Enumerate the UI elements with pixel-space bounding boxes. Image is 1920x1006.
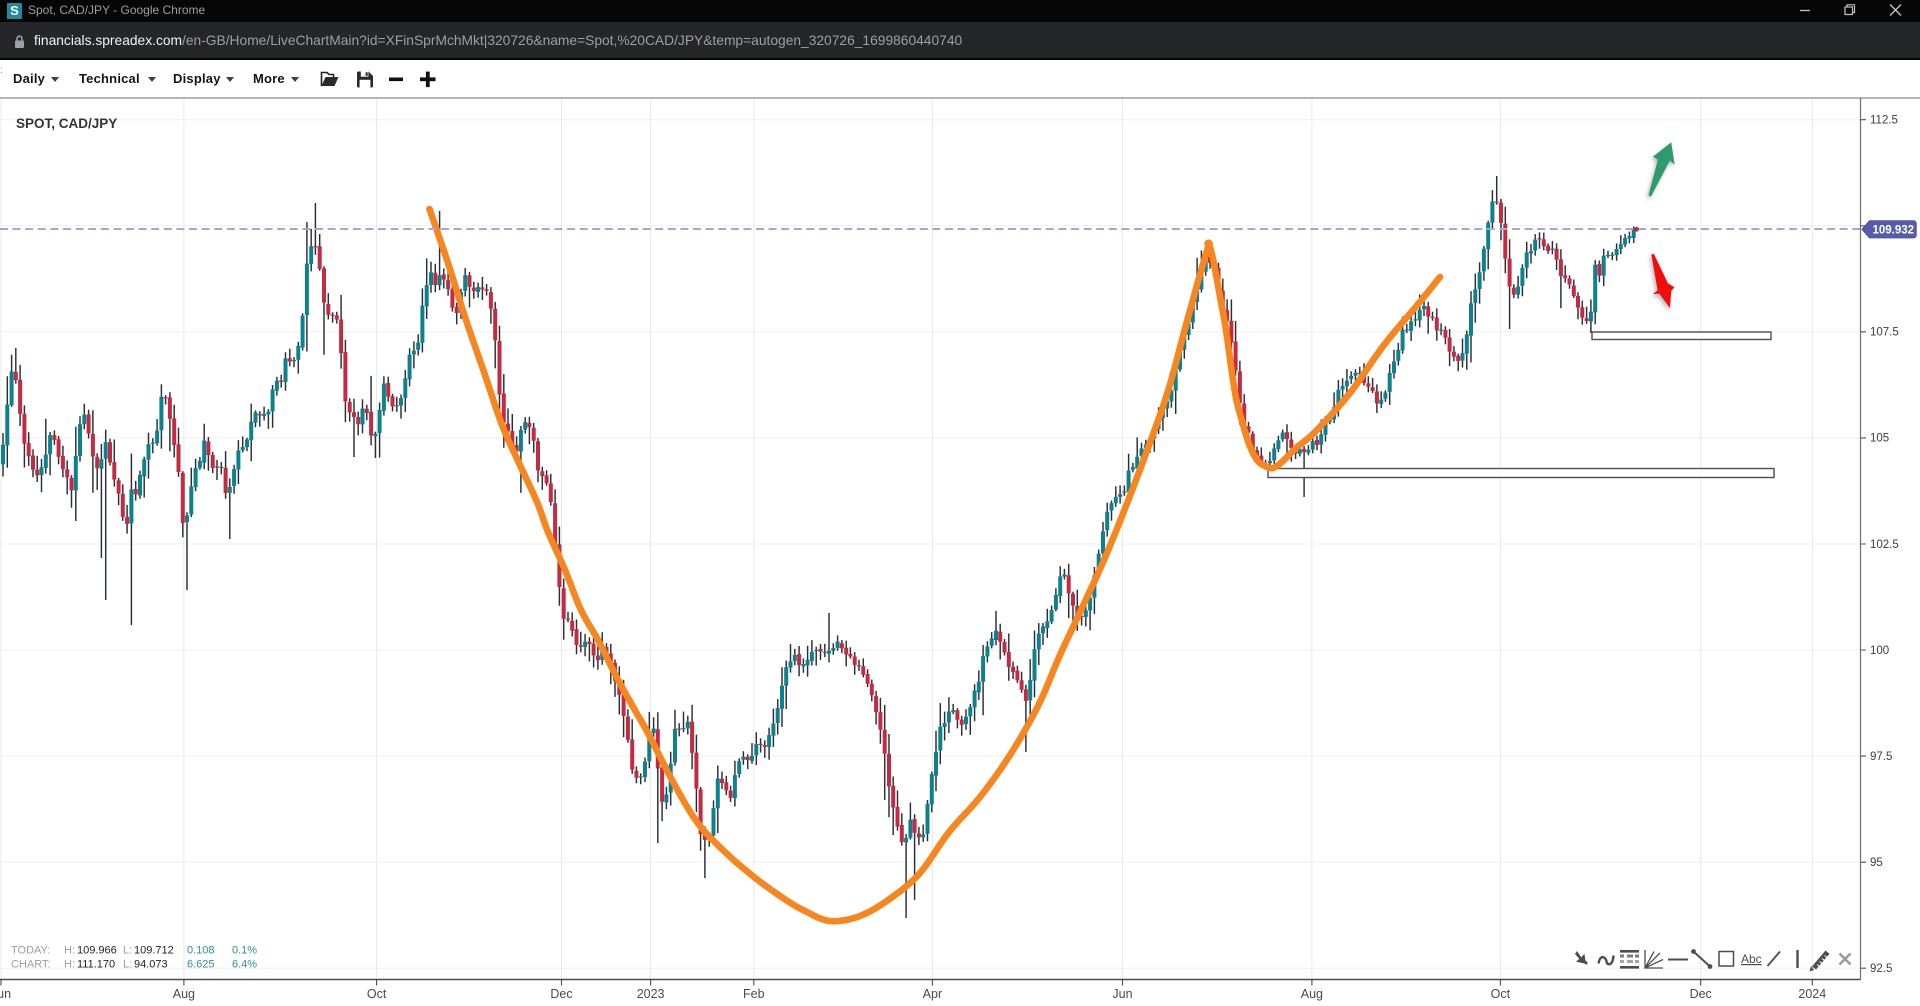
svg-text:H:: H: (64, 945, 75, 957)
svg-text:109.966: 109.966 (77, 945, 117, 957)
svg-text:Jun: Jun (0, 987, 11, 1001)
svg-text:Dec: Dec (1690, 987, 1712, 1001)
svg-text:0.1%: 0.1% (232, 945, 257, 957)
svg-text:102.5: 102.5 (1870, 539, 1899, 551)
svg-text:95: 95 (1870, 857, 1883, 869)
svg-text:Dec: Dec (550, 987, 572, 1001)
svg-text:SPOT, CAD/JPY: SPOT, CAD/JPY (16, 116, 117, 131)
svg-text:Apr: Apr (923, 987, 942, 1001)
svg-text:H:: H: (64, 959, 75, 971)
svg-text:94.073: 94.073 (134, 959, 168, 971)
svg-text:Jun: Jun (1112, 987, 1132, 1001)
svg-text:107.5: 107.5 (1870, 327, 1899, 339)
svg-text:Oct: Oct (1491, 987, 1511, 1001)
svg-text:100: 100 (1870, 645, 1889, 657)
svg-text:L:: L: (123, 959, 132, 971)
svg-text:2023: 2023 (637, 987, 665, 1001)
svg-text:92.5: 92.5 (1870, 963, 1892, 975)
svg-text:Aug: Aug (173, 987, 195, 1001)
svg-text:2024: 2024 (1798, 987, 1826, 1001)
svg-text:Aug: Aug (1301, 987, 1323, 1001)
svg-text:111.170: 111.170 (77, 959, 115, 971)
svg-text:CHART:: CHART: (11, 959, 51, 971)
svg-text:6.625: 6.625 (187, 959, 215, 971)
svg-text:Feb: Feb (743, 987, 765, 1001)
svg-text:6.4%: 6.4% (232, 959, 257, 971)
svg-text:109.712: 109.712 (134, 945, 174, 957)
svg-text:97.5: 97.5 (1870, 751, 1892, 763)
svg-text:112.5: 112.5 (1870, 115, 1898, 127)
svg-text:Abc: Abc (1741, 952, 1762, 966)
svg-text:105: 105 (1870, 433, 1889, 445)
svg-text:0.108: 0.108 (187, 945, 215, 957)
svg-text:TODAY:: TODAY: (11, 945, 50, 957)
svg-text:109.932: 109.932 (1873, 224, 1915, 236)
svg-text:Oct: Oct (367, 987, 387, 1001)
svg-text:L:: L: (123, 945, 132, 957)
